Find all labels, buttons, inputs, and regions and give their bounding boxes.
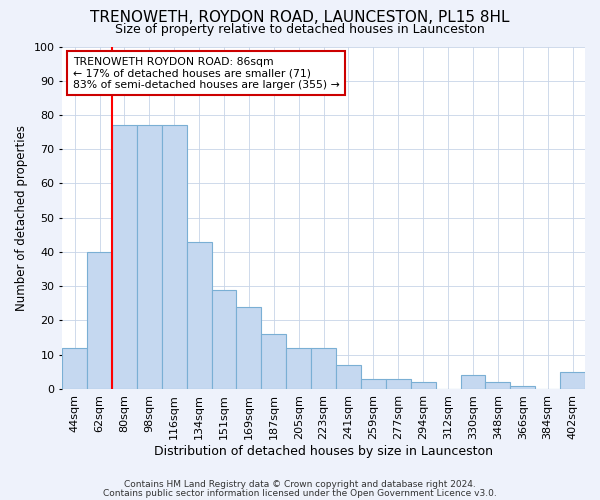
Bar bbox=[311, 348, 336, 389]
Text: TRENOWETH ROYDON ROAD: 86sqm
← 17% of detached houses are smaller (71)
83% of se: TRENOWETH ROYDON ROAD: 86sqm ← 17% of de… bbox=[73, 57, 340, 90]
Bar bbox=[187, 242, 212, 389]
Bar bbox=[511, 386, 535, 389]
Bar bbox=[262, 334, 286, 389]
Bar bbox=[361, 378, 386, 389]
Bar bbox=[236, 307, 262, 389]
Text: TRENOWETH, ROYDON ROAD, LAUNCESTON, PL15 8HL: TRENOWETH, ROYDON ROAD, LAUNCESTON, PL15… bbox=[90, 10, 510, 25]
Bar bbox=[461, 376, 485, 389]
Bar bbox=[212, 290, 236, 389]
X-axis label: Distribution of detached houses by size in Launceston: Distribution of detached houses by size … bbox=[154, 444, 493, 458]
Bar bbox=[485, 382, 511, 389]
Bar bbox=[62, 348, 87, 389]
Bar bbox=[87, 252, 112, 389]
Text: Contains HM Land Registry data © Crown copyright and database right 2024.: Contains HM Land Registry data © Crown c… bbox=[124, 480, 476, 489]
Bar bbox=[336, 365, 361, 389]
Bar bbox=[137, 126, 162, 389]
Text: Contains public sector information licensed under the Open Government Licence v3: Contains public sector information licen… bbox=[103, 488, 497, 498]
Bar bbox=[386, 378, 411, 389]
Y-axis label: Number of detached properties: Number of detached properties bbox=[15, 124, 28, 310]
Bar bbox=[286, 348, 311, 389]
Bar bbox=[411, 382, 436, 389]
Bar bbox=[162, 126, 187, 389]
Bar bbox=[560, 372, 585, 389]
Text: Size of property relative to detached houses in Launceston: Size of property relative to detached ho… bbox=[115, 22, 485, 36]
Bar bbox=[112, 126, 137, 389]
